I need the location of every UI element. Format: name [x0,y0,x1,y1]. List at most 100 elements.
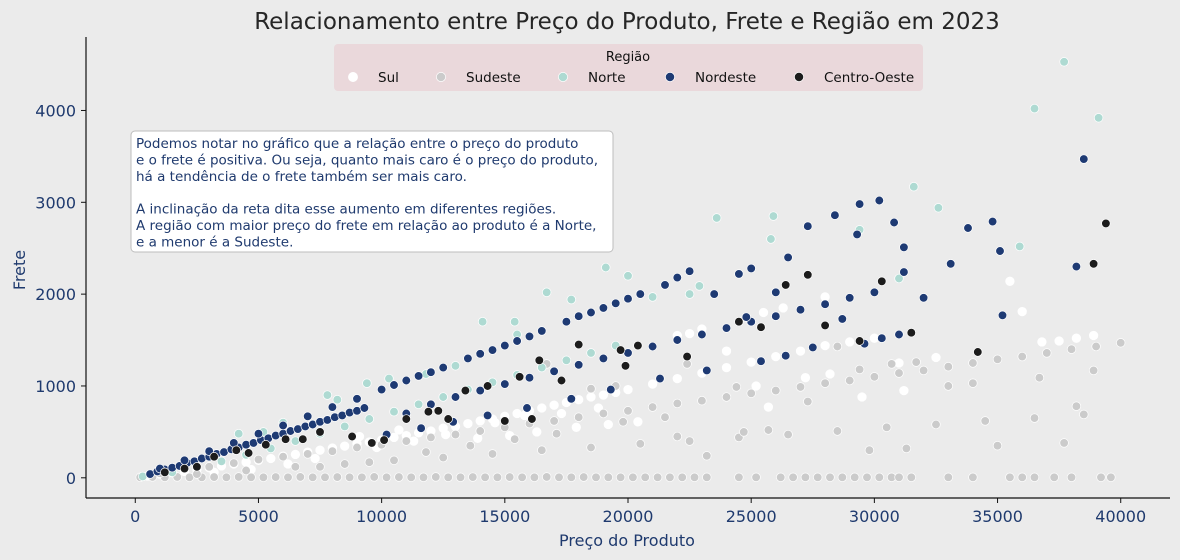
data-point [500,340,510,351]
data-point [463,418,473,429]
data-point [413,399,424,409]
data-point [586,384,596,394]
data-point [963,223,973,233]
data-point [623,384,633,395]
x-tick-label: 5000 [238,507,279,526]
data-point [574,339,584,350]
data-point [179,455,190,465]
annotation-line: Podemos notar no gráfico que a relação e… [136,136,578,152]
y-axis-label: Frete [10,250,29,290]
annotation-line: há a tendência de o frete também ser mai… [136,169,467,185]
legend-label: Nordeste [695,70,756,86]
data-point [598,390,609,400]
data-point [628,472,638,482]
data-point [1059,438,1069,448]
data-point [877,333,887,343]
data-point [574,412,584,422]
x-tick-label: 40000 [1095,507,1146,526]
data-point [783,429,793,440]
data-point [327,446,338,456]
data-point [906,328,916,338]
data-point [450,429,461,440]
data-point [1066,472,1077,482]
data-point [376,384,387,395]
data-point [906,472,916,482]
data-point [455,472,466,482]
data-point [918,293,929,303]
data-point [854,336,865,346]
data-point [298,434,308,444]
data-point [475,385,485,396]
x-tick-label: 15000 [479,507,530,526]
data-point [857,392,867,402]
data-point [352,394,362,404]
data-point [1059,57,1069,67]
data-point [389,455,399,465]
data-point [379,435,389,445]
y-tick-label: 0 [66,469,76,488]
data-point [192,462,202,472]
data-point [1071,401,1082,411]
data-point [611,298,621,308]
data-point [869,287,880,297]
data-point [529,472,540,482]
data-point [463,353,473,364]
data-point [450,392,461,402]
data-point [660,280,670,290]
data-point [542,472,552,482]
legend-marker [436,72,446,82]
data-point [315,462,325,472]
data-point [1037,337,1047,347]
data-point [344,472,355,482]
data-point [556,375,567,386]
data-point [1101,218,1111,229]
data-point [549,416,559,426]
data-point [418,472,429,482]
data-point [997,310,1008,320]
data-point [697,329,707,340]
data-point [554,472,564,482]
data-point [734,317,744,327]
data-point [1093,113,1104,123]
data-point [246,472,256,482]
data-point [721,392,732,402]
legend-label: Centro-Oeste [824,70,914,86]
data-point [514,372,525,382]
data-point [1015,241,1025,252]
data-point [995,246,1005,256]
data-point [672,335,682,345]
legend: Região Sul Sudeste Norte Nordeste Centro-Oes… [334,44,923,91]
legend-label: Sudeste [466,70,521,86]
data-point [943,472,953,482]
data-point [527,414,537,424]
legend-item: Centro-Oeste [794,70,914,86]
data-point [522,403,532,413]
data-point [492,472,503,482]
data-point [933,203,944,213]
data-point [352,442,362,453]
data-point [623,294,633,304]
data-point [1071,261,1082,272]
data-point [943,362,953,372]
data-point [231,445,241,455]
data-point [510,317,520,327]
legend-label: Norte [588,70,626,86]
data-point [647,379,658,389]
data-point [618,417,628,427]
data-point [946,259,956,269]
data-point [795,346,806,356]
data-point [556,408,567,419]
data-point [357,472,367,482]
annotation-line: e o frete é positiva. Ou seja, quanto ma… [136,152,598,168]
data-point [278,420,288,431]
data-point [783,252,793,263]
data-point [438,362,448,373]
data-point [684,328,695,339]
data-point [776,472,786,482]
data-point [702,472,712,482]
data-point [416,423,426,433]
data-point [209,452,219,462]
legend-marker [794,72,804,82]
data-point [394,472,404,482]
data-point [854,364,865,375]
